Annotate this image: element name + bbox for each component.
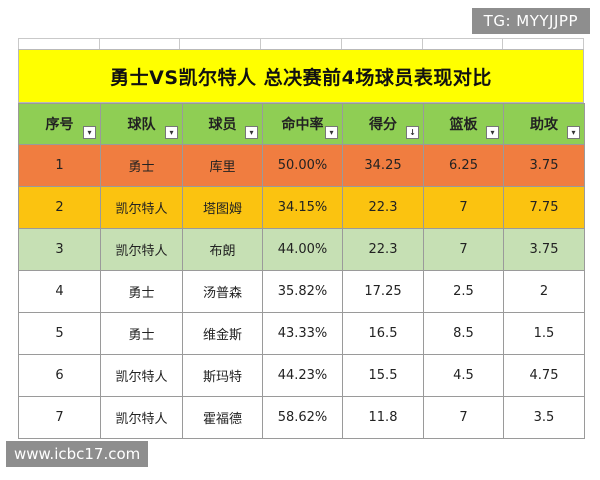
cell-team[interactable]: 凯尔特人 xyxy=(100,354,183,397)
cell-index[interactable]: 5 xyxy=(18,312,101,355)
cell-points[interactable]: 22.3 xyxy=(342,186,424,229)
cell-rebounds[interactable]: 4.5 xyxy=(423,354,504,397)
table-row: 5 勇士 维金斯 43.33% 16.5 8.5 1.5 xyxy=(18,312,585,355)
cell-index[interactable]: 2 xyxy=(18,186,101,229)
cell-points[interactable]: 16.5 xyxy=(342,312,424,355)
table-row: 1 勇士 库里 50.00% 34.25 6.25 3.75 xyxy=(18,144,585,187)
sort-descending-icon[interactable]: ↓ xyxy=(406,126,419,139)
cell-fg-pct[interactable]: 34.15% xyxy=(262,186,343,229)
cell-assists[interactable]: 4.75 xyxy=(503,354,585,397)
cell-assists[interactable]: 3.75 xyxy=(503,144,585,187)
cell-player[interactable]: 汤普森 xyxy=(182,270,263,313)
filter-dropdown-icon[interactable]: ▾ xyxy=(165,126,178,139)
table-row: 3 凯尔特人 布朗 44.00% 22.3 7 3.75 xyxy=(18,228,585,271)
cell-index[interactable]: 1 xyxy=(18,144,101,187)
filter-dropdown-icon[interactable]: ▾ xyxy=(567,126,580,139)
table-row: 2 凯尔特人 塔图姆 34.15% 22.3 7 7.75 xyxy=(18,186,585,229)
cell-player[interactable]: 布朗 xyxy=(182,228,263,271)
cell-player[interactable]: 斯玛特 xyxy=(182,354,263,397)
header-row: 序号 ▾ 球队 ▾ 球员 ▾ 命中率 ▾ 得分 ↓ 篮板 ▾ 助攻 ▾ xyxy=(18,103,585,145)
cell-rebounds[interactable]: 8.5 xyxy=(423,312,504,355)
cell-points[interactable]: 34.25 xyxy=(342,144,424,187)
cell-points[interactable]: 22.3 xyxy=(342,228,424,271)
cell-assists[interactable]: 1.5 xyxy=(503,312,585,355)
cell-player[interactable]: 库里 xyxy=(182,144,263,187)
cell-index[interactable]: 4 xyxy=(18,270,101,313)
cell-fg-pct[interactable]: 35.82% xyxy=(262,270,343,313)
cell-assists[interactable]: 3.75 xyxy=(503,228,585,271)
header-cell[interactable]: 助攻 ▾ xyxy=(503,103,585,145)
cell-index[interactable]: 6 xyxy=(18,354,101,397)
cell-fg-pct[interactable]: 43.33% xyxy=(262,312,343,355)
cell-player[interactable]: 霍福德 xyxy=(182,396,263,439)
cell-rebounds[interactable]: 2.5 xyxy=(423,270,504,313)
cell-rebounds[interactable]: 7 xyxy=(423,186,504,229)
filter-dropdown-icon[interactable]: ▾ xyxy=(486,126,499,139)
header-cell[interactable]: 得分 ↓ xyxy=(342,103,424,145)
filter-dropdown-icon[interactable]: ▾ xyxy=(83,126,96,139)
header-cell[interactable]: 序号 ▾ xyxy=(18,103,101,145)
cell-rebounds[interactable]: 6.25 xyxy=(423,144,504,187)
cell-player[interactable]: 维金斯 xyxy=(182,312,263,355)
header-cell[interactable]: 命中率 ▾ xyxy=(262,103,343,145)
cell-points[interactable]: 15.5 xyxy=(342,354,424,397)
table-title: 勇士VS凯尔特人 总决赛前4场球员表现对比 xyxy=(18,49,584,103)
cell-points[interactable]: 11.8 xyxy=(342,396,424,439)
filter-dropdown-icon[interactable]: ▾ xyxy=(325,126,338,139)
watermark-bottom: www.icbc17.com xyxy=(6,441,149,467)
cell-fg-pct[interactable]: 44.00% xyxy=(262,228,343,271)
cell-team[interactable]: 凯尔特人 xyxy=(100,396,183,439)
cell-points[interactable]: 17.25 xyxy=(342,270,424,313)
cell-team[interactable]: 凯尔特人 xyxy=(100,186,183,229)
cell-team[interactable]: 勇士 xyxy=(100,270,183,313)
cell-team[interactable]: 勇士 xyxy=(100,144,183,187)
cell-index[interactable]: 7 xyxy=(18,396,101,439)
player-stats-table: 序号 ▾ 球队 ▾ 球员 ▾ 命中率 ▾ 得分 ↓ 篮板 ▾ 助攻 ▾ 1 勇士 库里 50.… xyxy=(18,103,585,439)
watermark-top: TG: MYYJJPP xyxy=(471,8,590,34)
cell-rebounds[interactable]: 7 xyxy=(423,396,504,439)
cell-fg-pct[interactable]: 44.23% xyxy=(262,354,343,397)
cell-fg-pct[interactable]: 50.00% xyxy=(262,144,343,187)
cell-assists[interactable]: 2 xyxy=(503,270,585,313)
column-strip xyxy=(18,38,584,49)
cell-fg-pct[interactable]: 58.62% xyxy=(262,396,343,439)
cell-team[interactable]: 凯尔特人 xyxy=(100,228,183,271)
spreadsheet: 勇士VS凯尔特人 总决赛前4场球员表现对比 序号 ▾ 球队 ▾ 球员 ▾ 命中率 ▾ 得… xyxy=(18,38,585,439)
cell-assists[interactable]: 3.5 xyxy=(503,396,585,439)
cell-rebounds[interactable]: 7 xyxy=(423,228,504,271)
table-row: 4 勇士 汤普森 35.82% 17.25 2.5 2 xyxy=(18,270,585,313)
cell-team[interactable]: 勇士 xyxy=(100,312,183,355)
table-row: 6 凯尔特人 斯玛特 44.23% 15.5 4.5 4.75 xyxy=(18,354,585,397)
cell-index[interactable]: 3 xyxy=(18,228,101,271)
header-cell[interactable]: 球队 ▾ xyxy=(100,103,183,145)
filter-dropdown-icon[interactable]: ▾ xyxy=(245,126,258,139)
header-cell[interactable]: 球员 ▾ xyxy=(182,103,263,145)
table-row: 7 凯尔特人 霍福德 58.62% 11.8 7 3.5 xyxy=(18,396,585,439)
cell-assists[interactable]: 7.75 xyxy=(503,186,585,229)
cell-player[interactable]: 塔图姆 xyxy=(182,186,263,229)
header-cell[interactable]: 篮板 ▾ xyxy=(423,103,504,145)
